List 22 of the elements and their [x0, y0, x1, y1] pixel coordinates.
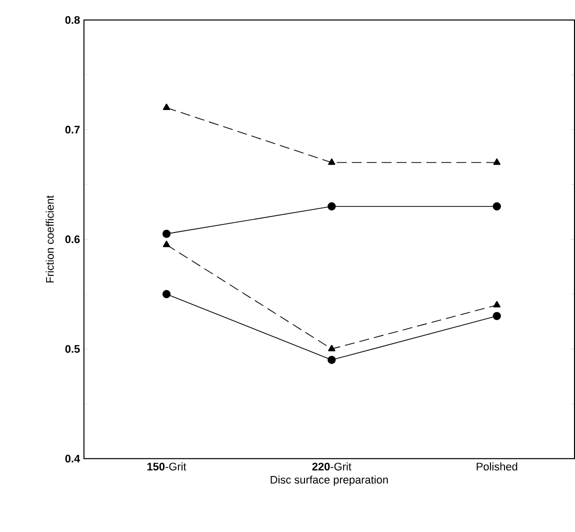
point	[162, 240, 170, 248]
y-axis-title: Friction coefficient	[46, 196, 54, 283]
point	[328, 202, 336, 211]
point	[493, 301, 500, 308]
y-tick-label: 0.7	[65, 126, 80, 134]
y-tick-label: 0.5	[65, 345, 80, 354]
point	[492, 202, 501, 211]
point	[328, 356, 336, 364]
y-tick-label: 0.8	[65, 16, 80, 24]
point	[493, 158, 500, 166]
x-tick-label: 220-Grit	[312, 462, 352, 471]
y-tick-label: 0.6	[65, 236, 80, 244]
x-axis-title: Disc surface preparation	[270, 476, 388, 486]
x-tick-label: 150-Grit	[147, 462, 186, 471]
point	[492, 312, 501, 320]
y-tick-label: 0.4	[65, 454, 80, 463]
point	[162, 230, 171, 238]
point	[162, 290, 171, 298]
point	[328, 158, 336, 166]
point	[162, 104, 170, 110]
point	[328, 345, 336, 352]
x-tick-label: Polished	[476, 462, 518, 471]
